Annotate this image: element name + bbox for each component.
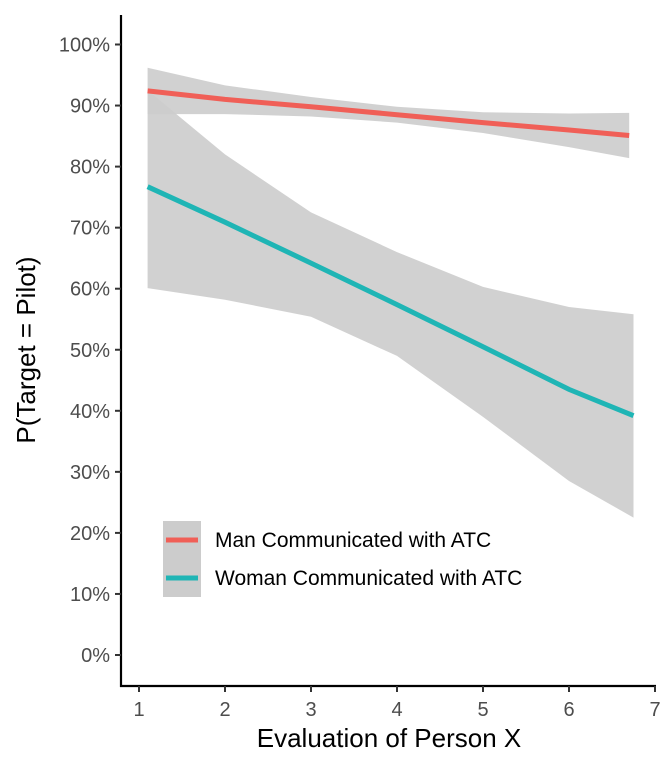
x-tick-label: 7 (649, 699, 660, 721)
series-line-1 (147, 88, 630, 138)
y-tick-label: 100% (59, 35, 110, 57)
x-tick-label: 3 (305, 699, 316, 721)
y-tick-label: 10% (70, 584, 110, 606)
series-lines (146, 88, 635, 419)
y-tick-label: 50% (70, 340, 110, 362)
axes: 0% 10% 20% 30% 40% 50% 60% 70% 80% 90% 100% 1 2 3 4 5 6 7 (59, 15, 661, 721)
series-line-2 (146, 184, 635, 419)
y-tick-label: 90% (70, 96, 110, 118)
y-axis-title: P(Target = Pilot) (11, 256, 41, 443)
legend: Man Communicated with ATC Woman Communica… (163, 521, 522, 597)
x-axis-title: Evaluation of Person X (257, 723, 522, 753)
x-tick-label: 2 (219, 699, 230, 721)
y-tick-label: 20% (70, 523, 110, 545)
legend-label-2: Woman Communicated with ATC (215, 567, 522, 590)
y-tick-label: 60% (70, 279, 110, 301)
x-tick-label: 1 (133, 699, 144, 721)
y-tick-label: 70% (70, 218, 110, 240)
legend-label-1: Man Communicated with ATC (215, 529, 491, 552)
confidence-bands (147, 67, 634, 518)
x-tick-label: 6 (563, 699, 574, 721)
y-tick-label: 30% (70, 462, 110, 484)
y-tick-label: 0% (81, 645, 110, 667)
y-tick-label: 80% (70, 157, 110, 179)
x-tick-label: 4 (391, 699, 402, 721)
x-tick-label: 5 (477, 699, 488, 721)
y-tick-label: 40% (70, 401, 110, 423)
